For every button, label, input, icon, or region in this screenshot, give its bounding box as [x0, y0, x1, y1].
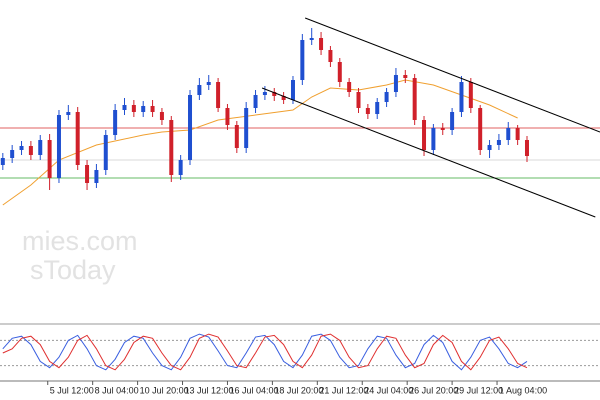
- candle-body: [309, 38, 314, 40]
- candle-body: [487, 145, 492, 150]
- candle-body: [66, 112, 71, 115]
- x-tick-label: 29 Jul 12:00: [454, 385, 503, 395]
- candle-body: [216, 82, 221, 108]
- candle-body: [375, 102, 380, 114]
- candle-body: [496, 140, 501, 145]
- candle-body: [159, 112, 164, 120]
- candle-body: [94, 170, 99, 183]
- candle-body: [178, 160, 183, 175]
- candle-body: [244, 108, 249, 148]
- candle-body: [103, 135, 108, 170]
- candle-body: [347, 82, 352, 92]
- candle-body: [188, 95, 193, 160]
- candle-body: [169, 120, 174, 175]
- watermark: mies.com: [22, 226, 138, 256]
- candle-body: [393, 75, 398, 92]
- candle-body: [300, 40, 305, 80]
- candle-body: [234, 125, 239, 148]
- candle-body: [384, 92, 389, 102]
- candle-body: [262, 92, 267, 95]
- candle-body: [253, 95, 258, 108]
- x-tick-label: 8 Jul 04:00: [95, 385, 139, 395]
- candle-body: [10, 150, 15, 158]
- candle-body: [281, 96, 286, 100]
- candle-body: [506, 128, 511, 140]
- x-tick-label: 16 Jul 04:00: [229, 385, 278, 395]
- candle-body: [450, 112, 455, 130]
- candle-body: [0, 158, 5, 165]
- candle-body: [478, 108, 483, 150]
- candle-body: [131, 105, 136, 112]
- candle-body: [319, 38, 324, 50]
- candle-body: [150, 106, 155, 112]
- candle-body: [290, 80, 295, 100]
- candle-body: [459, 82, 464, 112]
- candle-body: [141, 106, 146, 112]
- candle-body: [225, 108, 230, 125]
- candle-body: [356, 92, 361, 108]
- candle-body: [56, 115, 61, 178]
- x-tick-label: 26 Jul 20:00: [409, 385, 458, 395]
- candle-body: [197, 85, 202, 95]
- watermark: sToday: [30, 255, 116, 285]
- x-tick-label: 24 Jul 04:00: [364, 385, 413, 395]
- moving-average: [2, 79, 518, 206]
- candle-body: [28, 146, 33, 155]
- candle-body: [403, 75, 408, 78]
- candle-body: [337, 62, 342, 82]
- candle-body: [328, 50, 333, 62]
- candle-body: [422, 120, 427, 150]
- x-tick-label: 10 Jul 20:00: [140, 385, 189, 395]
- candle-body: [272, 92, 277, 96]
- channel-line: [261, 87, 596, 218]
- candle-body: [515, 128, 520, 140]
- candle-body: [75, 112, 80, 165]
- x-tick-label: 13 Jul 12:00: [185, 385, 234, 395]
- candle-body: [440, 128, 445, 130]
- candle-body: [206, 82, 211, 85]
- candle-body: [19, 146, 24, 150]
- candle-body: [412, 78, 417, 120]
- oscillator-line: [2, 333, 528, 371]
- candle-body: [365, 108, 370, 114]
- candle-body: [524, 140, 529, 156]
- candle-body: [122, 105, 127, 110]
- candle-body: [468, 82, 473, 108]
- x-tick-label: 18 Jul 20:00: [274, 385, 323, 395]
- candle-body: [431, 128, 436, 150]
- candle-body: [38, 140, 43, 155]
- x-tick-label: 21 Jul 12:00: [319, 385, 368, 395]
- candle-body: [47, 140, 52, 178]
- channel-line: [304, 17, 600, 133]
- x-tick-label: 5 Jul 12:00: [50, 385, 94, 395]
- candle-body: [113, 110, 118, 135]
- x-tick-label: 1 Aug 04:00: [499, 385, 547, 395]
- candle-body: [85, 165, 90, 183]
- oscillator-line: [2, 333, 528, 371]
